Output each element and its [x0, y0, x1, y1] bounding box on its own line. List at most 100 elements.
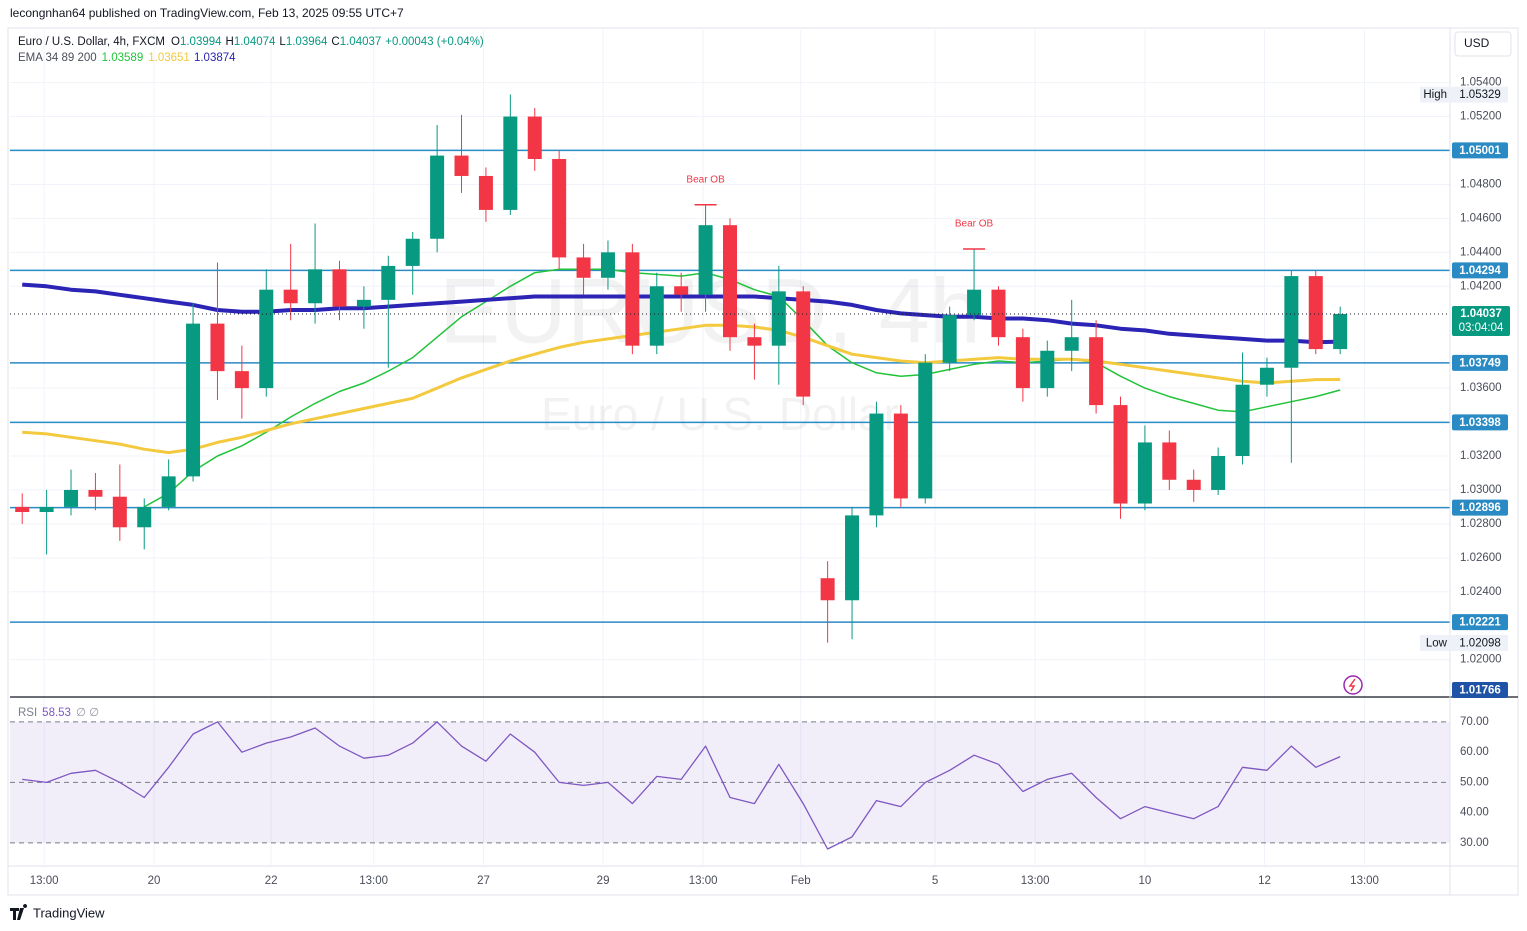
x-tick-label: Feb	[791, 875, 811, 887]
y-tick-label: 1.02800	[1460, 518, 1502, 530]
byline: lecongnhan64 published on TradingView.co…	[10, 6, 404, 20]
ohlc-value: 1.03964	[286, 36, 328, 48]
candle-body	[576, 257, 591, 278]
candle-body	[1259, 367, 1274, 385]
candle-body	[918, 362, 933, 499]
change: +0.00043 (+0.04%)	[385, 36, 484, 48]
rsi-line	[22, 721, 1341, 850]
candle-body	[137, 506, 152, 528]
y-tick-label: 1.05400	[1460, 77, 1502, 89]
candle-body	[381, 265, 396, 300]
candle-body	[259, 289, 274, 389]
candle-body	[454, 155, 469, 176]
y-tick-label: 1.02400	[1460, 586, 1502, 598]
alert-circle[interactable]	[1343, 675, 1363, 695]
candle-body	[88, 489, 103, 497]
alert-bolt[interactable]	[1348, 678, 1356, 692]
last-price-badge	[1452, 305, 1510, 336]
candle-body	[649, 286, 664, 346]
ohlc-value: 1.04074	[234, 36, 276, 48]
candle-body	[747, 337, 762, 346]
currency-button-frame[interactable]	[1454, 31, 1512, 57]
candle-body	[1308, 276, 1323, 350]
level-price: 1.05001	[1459, 145, 1501, 157]
candle-body	[1186, 479, 1201, 490]
x-tick-label: 27	[477, 875, 490, 887]
rsi-extra: ∅ ∅	[76, 707, 99, 719]
candle-body	[503, 116, 518, 210]
x-tick-label: 13:00	[1021, 875, 1050, 887]
candle-body	[1162, 442, 1177, 480]
ohlc-key: O	[171, 36, 180, 48]
candle-body	[210, 323, 225, 372]
rsi-tick-label: 70.00	[1460, 716, 1489, 728]
rsi-tick-label: 60.00	[1460, 746, 1489, 758]
level-badge	[1452, 142, 1508, 159]
candle-body	[356, 299, 371, 307]
y-tick-label: 1.03600	[1460, 382, 1502, 394]
candle-body	[1040, 350, 1055, 389]
high-badge	[1420, 86, 1508, 103]
ema-value: 1.03874	[194, 52, 236, 64]
candle-body	[796, 291, 811, 397]
y-tick-label: 1.03200	[1460, 450, 1502, 462]
y-tick-label: 1.04600	[1460, 212, 1502, 224]
candle-body	[478, 175, 493, 210]
ema-line	[22, 323, 1341, 455]
brand-logo	[10, 904, 28, 920]
candle-body	[332, 269, 347, 307]
y-tick-label: 1.05200	[1460, 111, 1502, 123]
x-tick-label: 10	[1139, 875, 1152, 887]
x-tick-label: 13:00	[689, 875, 718, 887]
ema-label: EMA 34 89 200	[18, 52, 97, 64]
currency-label[interactable]: USD	[1464, 36, 1490, 50]
ohlc-value: 1.04037	[340, 36, 382, 48]
annotation: Bear OB	[955, 219, 994, 230]
rsi-tick-label: 40.00	[1460, 807, 1489, 819]
y-tick-label: 1.04200	[1460, 280, 1502, 292]
high-label: High	[1423, 89, 1447, 101]
candle-body	[991, 289, 1006, 338]
level-price: 1.03749	[1459, 357, 1501, 369]
candle-body	[112, 496, 127, 528]
brand: TradingView	[10, 904, 105, 920]
candle-body	[552, 158, 567, 258]
candle-body	[186, 323, 201, 477]
candle-body	[1211, 455, 1226, 490]
bottom-price: 1.01766	[1459, 685, 1501, 697]
bottom-price-badge	[1452, 682, 1508, 698]
annotation: Bear OB	[686, 174, 725, 185]
candle-body	[234, 371, 249, 389]
ema-legend: EMA 34 89 200 1.03589 1.03651 1.03874	[18, 52, 236, 64]
x-tick-label: 13:00	[1350, 875, 1379, 887]
candle-body	[600, 252, 615, 278]
low-price: 1.02098	[1459, 638, 1501, 650]
level-price: 1.02221	[1459, 617, 1501, 629]
chart-frame	[7, 27, 1519, 896]
candle-body	[1113, 405, 1128, 504]
candle-body	[1089, 337, 1104, 406]
ema-value: 1.03651	[148, 52, 189, 64]
high-price: 1.05329	[1459, 89, 1501, 101]
y-tick-label: 1.02600	[1460, 552, 1502, 564]
candle-body	[161, 476, 176, 507]
rsi-tick-label: 30.00	[1460, 837, 1489, 849]
rsi-title: RSI	[18, 707, 37, 719]
candle-body	[869, 413, 884, 516]
currency-button[interactable]: USD	[1454, 31, 1512, 57]
candle-body	[1015, 337, 1030, 389]
candle-body	[967, 289, 982, 316]
level-price: 1.04294	[1459, 265, 1501, 277]
grid	[10, 30, 1450, 865]
candle-body	[1284, 276, 1299, 368]
x-tick-label: 13:00	[359, 875, 388, 887]
candle-body	[625, 252, 640, 346]
x-tick-label: 12	[1258, 875, 1271, 887]
candle-body	[64, 489, 79, 507]
y-tick-label: 1.02000	[1460, 654, 1502, 666]
alert-icon[interactable]	[1343, 675, 1363, 695]
candle-body	[942, 315, 957, 363]
candle-body	[405, 238, 420, 266]
candle-body	[15, 506, 30, 513]
